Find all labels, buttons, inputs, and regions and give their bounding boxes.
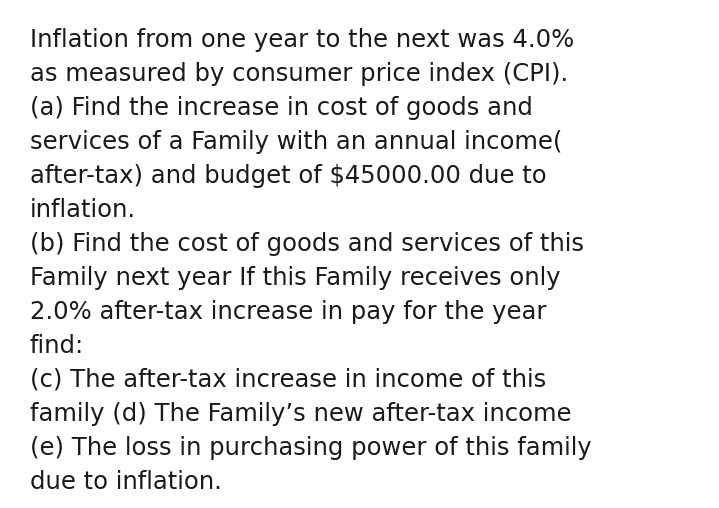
Text: family (d) The Family’s new after-tax income: family (d) The Family’s new after-tax in… [30, 402, 572, 426]
Text: as measured by consumer price index (CPI).: as measured by consumer price index (CPI… [30, 62, 568, 86]
Text: due to inflation.: due to inflation. [30, 470, 222, 494]
Text: Family next year If this Family receives only: Family next year If this Family receives… [30, 266, 561, 290]
Text: Inflation from one year to the next was 4.0%: Inflation from one year to the next was … [30, 28, 574, 52]
Text: 2.0% after-tax increase in pay for the year: 2.0% after-tax increase in pay for the y… [30, 300, 546, 324]
Text: after-tax) and budget of $45000.00 due to: after-tax) and budget of $45000.00 due t… [30, 164, 546, 188]
Text: find:: find: [30, 334, 84, 358]
Text: (b) Find the cost of goods and services of this: (b) Find the cost of goods and services … [30, 232, 584, 256]
Text: inflation.: inflation. [30, 198, 136, 222]
Text: (a) Find the increase in cost of goods and: (a) Find the increase in cost of goods a… [30, 96, 533, 120]
Text: (e) The loss in purchasing power of this family: (e) The loss in purchasing power of this… [30, 436, 592, 460]
Text: services of a Family with an annual income(: services of a Family with an annual inco… [30, 130, 562, 154]
Text: (c) The after-tax increase in income of this: (c) The after-tax increase in income of … [30, 368, 546, 392]
